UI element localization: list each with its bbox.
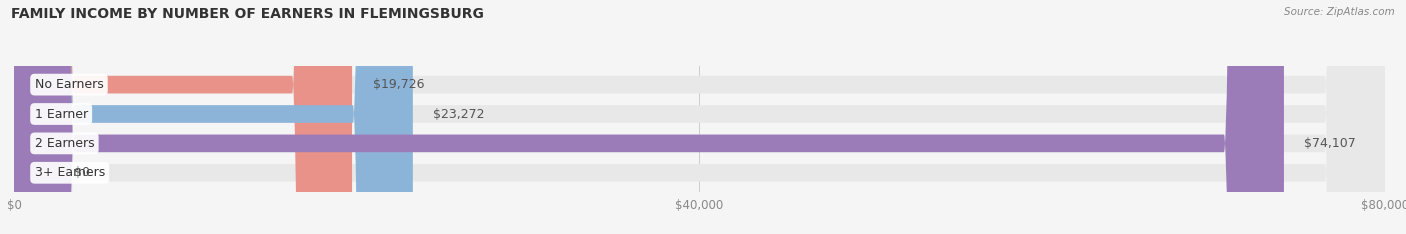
FancyBboxPatch shape [14,0,1385,234]
Text: FAMILY INCOME BY NUMBER OF EARNERS IN FLEMINGSBURG: FAMILY INCOME BY NUMBER OF EARNERS IN FL… [11,7,484,21]
FancyBboxPatch shape [14,0,1385,234]
FancyBboxPatch shape [14,0,413,234]
FancyBboxPatch shape [14,0,1284,234]
Text: Source: ZipAtlas.com: Source: ZipAtlas.com [1284,7,1395,17]
Text: $74,107: $74,107 [1305,137,1357,150]
Text: 1 Earner: 1 Earner [35,107,87,121]
FancyBboxPatch shape [14,0,1385,234]
Text: 2 Earners: 2 Earners [35,137,94,150]
FancyBboxPatch shape [14,0,352,234]
Text: $19,726: $19,726 [373,78,425,91]
Text: $23,272: $23,272 [433,107,485,121]
Text: 3+ Earners: 3+ Earners [35,166,105,179]
Text: $0: $0 [75,166,90,179]
FancyBboxPatch shape [14,0,1385,234]
Text: No Earners: No Earners [35,78,104,91]
